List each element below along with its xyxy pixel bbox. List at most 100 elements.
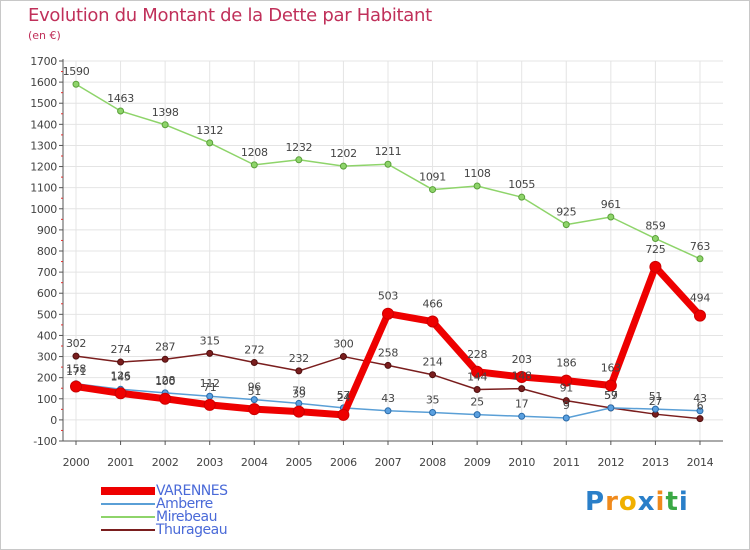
data-point-varennes <box>426 315 439 328</box>
legend-label-mirebeau: Mirebeau <box>156 509 217 525</box>
data-label-varennes: 725 <box>645 243 665 256</box>
data-label-varennes: 228 <box>467 348 487 361</box>
data-point-mirebeau <box>72 80 80 88</box>
y-tick-label: 700 <box>37 266 57 279</box>
x-tick-label: 2008 <box>419 456 446 469</box>
data-label-thurageau: 258 <box>378 346 398 359</box>
data-label-varennes: 158 <box>66 363 86 376</box>
x-tick-label: 2013 <box>642 456 669 469</box>
y-tick-label: 500 <box>37 308 57 321</box>
data-point-thurageau <box>295 367 303 375</box>
data-label-amberre: 51 <box>649 390 662 403</box>
data-point-mirebeau <box>250 161 258 169</box>
data-point-thurageau <box>117 358 125 366</box>
logo-letter: i <box>678 487 689 517</box>
y-tick-label: 200 <box>37 372 57 385</box>
y-tick-label: 300 <box>37 351 57 364</box>
data-label-thurageau: 232 <box>289 352 309 365</box>
y-tick-label: 800 <box>37 245 57 258</box>
data-point-varennes <box>381 307 394 320</box>
y-tick-label: 1100 <box>30 182 57 195</box>
data-point-amberre <box>607 404 615 412</box>
data-label-mirebeau: 763 <box>690 240 710 253</box>
logo-letter: t <box>665 487 679 517</box>
data-point-mirebeau <box>384 160 392 168</box>
data-point-amberre <box>562 414 570 422</box>
data-label-varennes: 163 <box>601 361 621 374</box>
data-point-thurageau <box>206 349 214 357</box>
data-label-varennes: 39 <box>292 388 306 401</box>
data-point-varennes <box>248 403 261 416</box>
y-tick-label: 1200 <box>30 161 57 174</box>
data-label-varennes: 51 <box>248 385 261 398</box>
data-point-mirebeau <box>117 107 125 115</box>
data-point-mirebeau <box>429 186 437 194</box>
data-label-mirebeau: 1202 <box>330 147 357 160</box>
x-tick-label: 2007 <box>375 456 402 469</box>
y-tick-label: -100 <box>33 435 57 448</box>
data-point-thurageau <box>562 397 570 405</box>
data-point-mirebeau <box>295 156 303 164</box>
logo-letter: i <box>655 487 666 517</box>
data-label-thurageau: 6 <box>697 400 704 413</box>
legend-label-thurageau: Thurageau <box>156 522 228 538</box>
data-label-amberre: 9 <box>563 399 570 412</box>
y-tick-label: 1400 <box>30 118 57 131</box>
data-label-mirebeau: 1463 <box>107 92 134 105</box>
x-tick-label: 2003 <box>196 456 223 469</box>
x-tick-label: 2006 <box>330 456 357 469</box>
y-tick-label: 1700 <box>30 55 57 68</box>
data-label-varennes: 503 <box>378 290 398 303</box>
data-point-thurageau <box>339 353 347 361</box>
data-label-amberre: 78 <box>292 384 306 397</box>
data-label-thurageau: 59 <box>604 389 618 402</box>
x-tick-label: 2009 <box>464 456 491 469</box>
x-tick-label: 2002 <box>152 456 179 469</box>
data-point-varennes <box>693 309 706 322</box>
y-tick-label: 900 <box>37 224 57 237</box>
legend-swatch-varennes <box>101 487 155 495</box>
data-label-amberre: 25 <box>470 396 484 409</box>
data-label-mirebeau: 1055 <box>508 178 535 191</box>
data-label-amberre: 43 <box>381 392 395 405</box>
legend-swatch-amberre <box>101 503 155 505</box>
data-point-varennes <box>515 371 528 384</box>
y-tick-label: 600 <box>37 287 57 300</box>
data-label-mirebeau: 1590 <box>63 65 90 78</box>
data-label-thurageau: 148 <box>512 370 532 383</box>
data-point-varennes <box>159 392 172 405</box>
legend-swatch-thurageau <box>101 529 155 531</box>
chart-title: Evolution du Montant de la Dette par Hab… <box>28 5 432 26</box>
y-tick-label: 1500 <box>30 97 57 110</box>
chart-subtitle: (en €) <box>28 29 61 42</box>
data-label-thurageau: 144 <box>467 370 487 383</box>
data-point-amberre <box>384 407 392 415</box>
x-tick-label: 2012 <box>597 456 624 469</box>
data-label-mirebeau: 1108 <box>464 167 491 180</box>
data-point-thurageau <box>473 385 481 393</box>
y-tick-label: 1300 <box>30 139 57 152</box>
data-point-varennes <box>560 374 573 387</box>
data-point-amberre <box>696 407 704 415</box>
data-point-varennes <box>203 398 216 411</box>
data-label-varennes: 494 <box>690 292 710 305</box>
x-tick-label: 2014 <box>687 456 714 469</box>
y-tick-label: 1600 <box>30 76 57 89</box>
data-point-mirebeau <box>518 193 526 201</box>
data-label-amberre: 128 <box>155 374 175 387</box>
data-label-varennes: 203 <box>512 353 532 366</box>
logo-letter: r <box>605 487 619 517</box>
data-label-thurageau: 91 <box>560 382 573 395</box>
legend-label-varennes: VARENNES <box>156 483 228 499</box>
data-point-amberre <box>473 411 481 419</box>
legend-label-amberre: Amberre <box>156 496 213 512</box>
data-label-thurageau: 214 <box>423 356 443 369</box>
data-label-mirebeau: 1091 <box>419 171 446 184</box>
data-point-thurageau <box>250 358 258 366</box>
logo-letter: P <box>585 487 606 517</box>
data-point-thurageau <box>72 352 80 360</box>
data-label-thurageau: 272 <box>244 343 264 356</box>
series-mirebeau <box>72 80 704 263</box>
x-tick-label: 2001 <box>107 456 134 469</box>
